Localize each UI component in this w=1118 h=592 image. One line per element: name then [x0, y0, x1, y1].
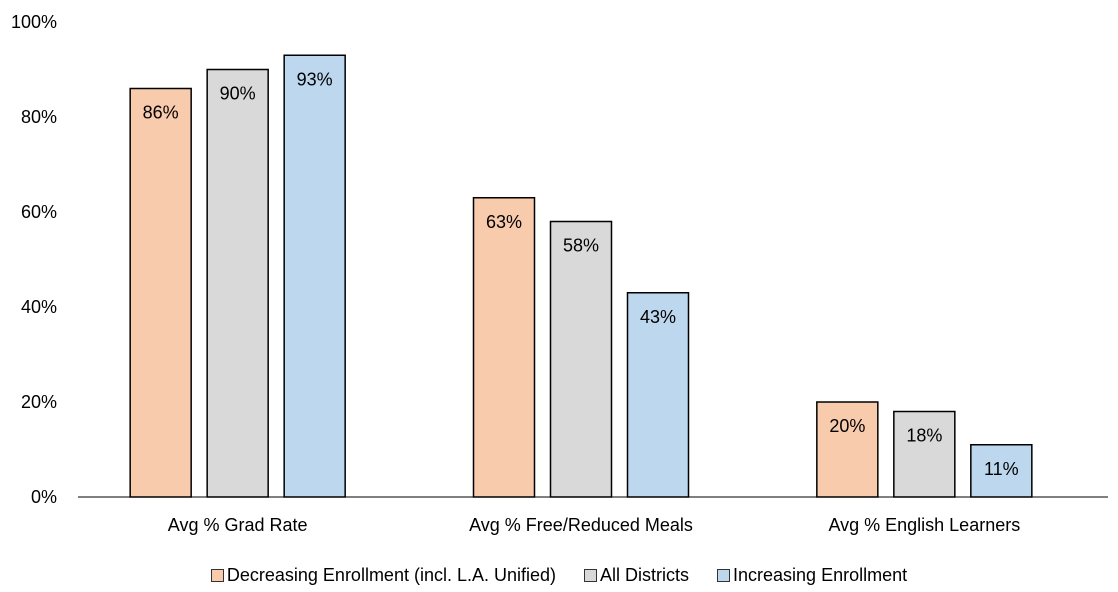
bar — [816, 401, 879, 498]
y-tick-label: 80% — [21, 107, 57, 127]
y-tick-label: 20% — [21, 392, 57, 412]
data-label: 90% — [220, 84, 256, 104]
category-label: Avg % English Learners — [828, 515, 1020, 535]
category-label: Avg % Grad Rate — [168, 515, 308, 535]
legend-label-all-districts: All Districts — [600, 565, 690, 585]
bar — [283, 54, 346, 498]
legend-swatch-increasing — [717, 569, 731, 582]
category-labels: Avg % Grad Rate Avg % Free/Reduced Meals A… — [168, 515, 1020, 535]
legend-swatch-decreasing — [210, 569, 224, 582]
legend-swatch-all-districts — [584, 569, 598, 582]
data-label: 11% — [984, 459, 1019, 479]
y-tick-label: 60% — [21, 202, 57, 222]
legend-label-increasing: Increasing Enrollment — [733, 565, 908, 585]
bar — [549, 220, 613, 498]
legend: Decreasing Enrollment (incl. L.A. Unifie… — [0, 565, 1118, 586]
data-label: 93% — [297, 69, 333, 89]
data-label: 18% — [906, 426, 942, 446]
legend-label-decreasing: Decreasing Enrollment (incl. L.A. Unifie… — [226, 565, 557, 585]
data-label: 43% — [640, 307, 676, 327]
bar — [129, 87, 192, 498]
y-tick-label: 0% — [31, 487, 57, 507]
legend-item-decreasing: Decreasing Enrollment (incl. L.A. Unifie… — [210, 565, 557, 586]
data-label: 86% — [143, 103, 179, 123]
y-axis: 0% 20% 40% 60% 80% 100% — [11, 12, 57, 507]
bar — [626, 292, 690, 498]
bar — [893, 410, 956, 498]
data-label: 63% — [486, 212, 522, 232]
bar — [472, 197, 536, 498]
y-tick-label: 40% — [21, 297, 57, 317]
legend-item-increasing: Increasing Enrollment — [717, 565, 907, 586]
data-label: 20% — [829, 416, 865, 436]
data-label: 58% — [563, 236, 599, 256]
y-tick-label: 100% — [11, 12, 57, 32]
bar — [206, 68, 269, 498]
legend-item-all-districts: All Districts — [584, 565, 689, 586]
bars: 86% 90% 93% 63% 58% 43% 20% 18% 11% — [129, 54, 1033, 498]
category-label: Avg % Free/Reduced Meals — [469, 515, 693, 535]
